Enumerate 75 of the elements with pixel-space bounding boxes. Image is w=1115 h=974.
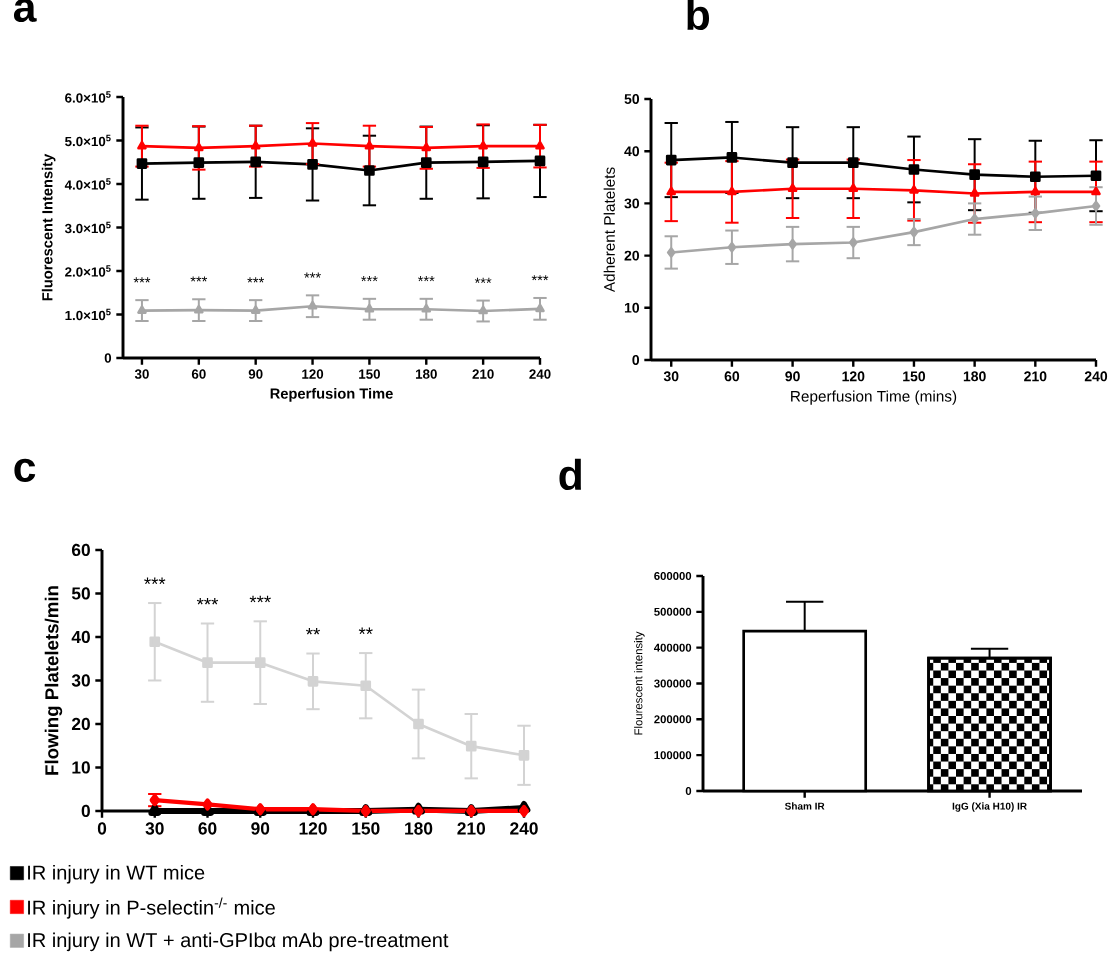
x-tick-label: 90 [248,369,263,379]
annotation: *** [361,276,378,282]
x-tick-label: IgG (Xia H10) IR [952,802,1027,812]
y-tick-label: 30 [71,674,90,687]
y-tick-label: 0 [685,786,692,795]
x-tick-label: 240 [529,369,551,379]
y-tick-label: 50 [624,94,640,104]
y-tick-label: 3.0×10$^{5}$ [64,221,111,234]
annotation: *** [144,577,166,585]
chart-title: c [14,458,36,483]
x-tick-label: 120 [302,369,324,379]
x-tick-label: 60 [191,369,206,379]
x-tick-label: 180 [415,369,437,379]
y-tick-label: 40 [71,630,90,644]
legend-label: IR injury in WT mice [28,864,205,884]
x-tick-label: 210 [472,369,494,379]
y-tick-label: 30 [624,198,640,209]
annotation: *** [474,277,492,283]
x-tick-label: 30 [134,369,149,379]
y-axis-title: Flourescent intensity [634,631,645,735]
y-axis-title: Flowing Platelets/min [44,586,63,775]
y-tick-label: 6.0×10$^{5}$ [65,91,111,103]
x-tick-label: 90 [251,822,270,835]
x-tick-label: 150 [359,369,380,379]
y-tick-label: 0 [104,353,112,363]
y-tick-label: 2.0×10$^{5}$ [65,265,111,277]
y-tick-label: 4.0×10$^{5}$ [64,178,111,190]
annotation: *** [304,272,321,278]
annotation: *** [417,276,435,282]
annotation: *** [249,595,271,603]
x-tick-label: 120 [299,822,327,835]
y-tick-label: 0 [632,355,640,365]
annotation: ** [358,627,373,635]
x-tick-label: 150 [903,371,926,382]
y-tick-label: 10 [72,761,90,774]
annotation: *** [196,597,219,605]
y-axis-title: Fluorescent Intensity [41,153,56,301]
x-tick-label: 150 [352,822,380,835]
x-tick-label: 30 [145,822,164,835]
annotation: *** [247,277,265,283]
x-axis-title: Reperfusion Time [270,387,393,402]
y-tick-label: 10 [624,302,640,313]
y-tick-label: 50 [71,587,90,600]
chart-title: d [559,458,581,491]
x-tick-label: 210 [457,822,485,835]
annotation: *** [531,275,549,281]
x-tick-label: Sham IR [784,802,825,810]
x-tick-label: 240 [510,822,538,835]
y-axis-title: Adherent Platelets [603,167,615,293]
x-tick-label: 240 [1084,371,1108,382]
x-axis-title: Reperfusion Time (mins) [791,390,957,405]
y-tick-label: 200000 [654,715,692,724]
y-tick-label: 40 [624,146,640,157]
annotation: *** [190,276,208,282]
annotation: *** [133,277,151,283]
y-tick-label: 500000 [654,607,692,616]
y-tick-label: 1.0×10$^{5}$ [65,308,111,321]
x-tick-label: 120 [842,371,865,382]
x-tick-label: 180 [963,371,986,382]
y-tick-label: 20 [71,717,90,731]
y-tick-label: 400000 [653,643,692,652]
annotation: ** [306,627,320,635]
x-tick-label: 210 [1024,371,1047,382]
y-tick-label: 60 [71,543,90,557]
x-tick-label: 60 [198,822,217,835]
legend-label: IR injury in WT + anti-GPIbα mAb pre-treatment [28,932,449,952]
legend-label: IR injury in P-selectin$^{-/-}$ mice [28,897,275,919]
y-tick-label: 300000 [654,679,692,688]
x-tick-label: 60 [724,371,740,382]
y-tick-label: 20 [624,250,640,261]
x-tick-label: 90 [785,371,800,382]
y-tick-label: 100000 [654,751,692,760]
x-tick-label: 180 [405,822,433,835]
y-tick-label: 5.0×10$^{5}$ [65,134,111,147]
y-tick-label: 600000 [654,571,692,580]
